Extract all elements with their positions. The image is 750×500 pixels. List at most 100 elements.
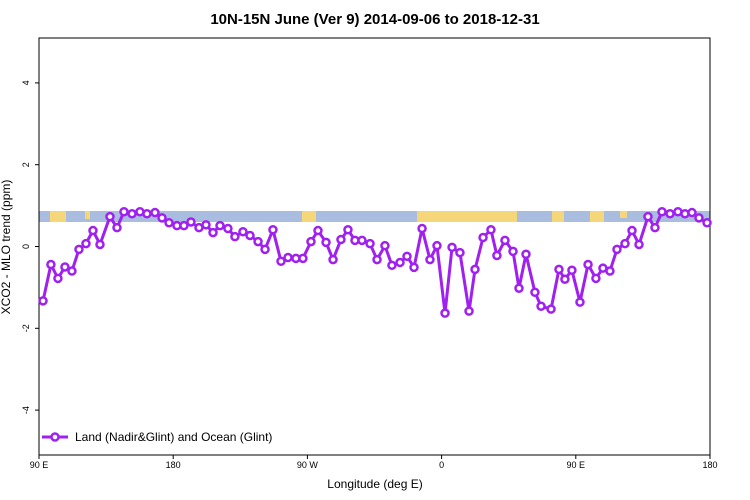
y-tick-label: -4 [21,406,31,414]
point [298,253,308,264]
point [119,206,129,217]
point [46,259,56,270]
land-patch [417,211,517,222]
point [276,256,286,266]
point [253,236,263,247]
land-patch [85,211,90,219]
x-tick-label: 180 [166,460,181,470]
point [605,266,615,276]
point [105,211,115,222]
y-tick-label: -2 [21,324,31,332]
point [328,254,338,265]
point [127,209,137,219]
point [694,213,704,223]
land-patch [50,211,66,222]
point [201,220,211,230]
land-patch [302,211,316,222]
point [650,222,660,233]
point [546,304,556,314]
point [417,223,427,234]
x-tick-label: 180 [702,460,717,470]
point [74,244,84,255]
point [486,224,496,235]
point [554,264,564,275]
point [245,230,255,241]
point [620,238,630,249]
point [395,257,405,268]
point [478,232,488,243]
point [67,266,77,276]
point [215,220,225,231]
x-tick-label: 0 [439,460,444,470]
point [530,287,540,298]
ocean-strip [39,211,710,222]
point [81,238,91,249]
land-patch [552,211,564,222]
point [230,231,240,242]
plot-frame [38,37,711,456]
point [53,273,63,284]
x-tick-label: 90 E [567,460,586,470]
point [260,244,270,255]
y-axis-label: XCO2 - MLO trend (ppm) [0,180,13,315]
x-axis-label: Longitude (deg E) [327,477,422,491]
x-tick-label: 90 W [297,460,319,470]
point [372,254,382,265]
point [634,239,644,250]
point [306,236,316,247]
point [150,207,160,218]
point [657,206,667,217]
point [514,283,524,293]
point [643,211,653,222]
point [687,207,697,218]
point [440,308,450,318]
point [470,264,480,275]
point [508,246,518,257]
point [238,227,248,237]
point [591,273,601,284]
point [583,259,593,270]
point [402,251,412,262]
chart-title: 10N-15N June (Ver 9) 2014-09-06 to 2018-… [210,11,539,28]
point [186,217,196,227]
point [560,274,570,284]
point [164,218,174,228]
map-strip [39,211,710,222]
point [425,254,435,265]
point [357,235,367,246]
point [343,224,353,235]
point [336,234,346,245]
point [455,247,465,258]
point [179,220,189,231]
point [492,250,502,261]
point [521,249,531,260]
point [575,297,585,307]
point [409,262,419,273]
point [208,227,218,238]
point [500,235,510,246]
y-tick-label: 4 [21,80,31,85]
point [432,240,442,251]
point [321,237,331,248]
point [283,252,293,263]
point [60,262,70,272]
x-tick-label: 90 E [30,460,49,470]
legend-marker [50,432,60,442]
point [313,225,323,236]
point [365,238,375,249]
point [142,209,152,219]
point [447,242,457,253]
land-patch [620,211,627,218]
point [464,306,474,316]
point [380,240,390,251]
point [612,244,622,255]
y-tick-label: 2 [21,162,31,167]
point [665,209,675,219]
point [627,225,637,236]
point [567,265,577,275]
point [387,260,397,271]
point [536,301,546,311]
y-tick-label: 0 [21,244,31,249]
